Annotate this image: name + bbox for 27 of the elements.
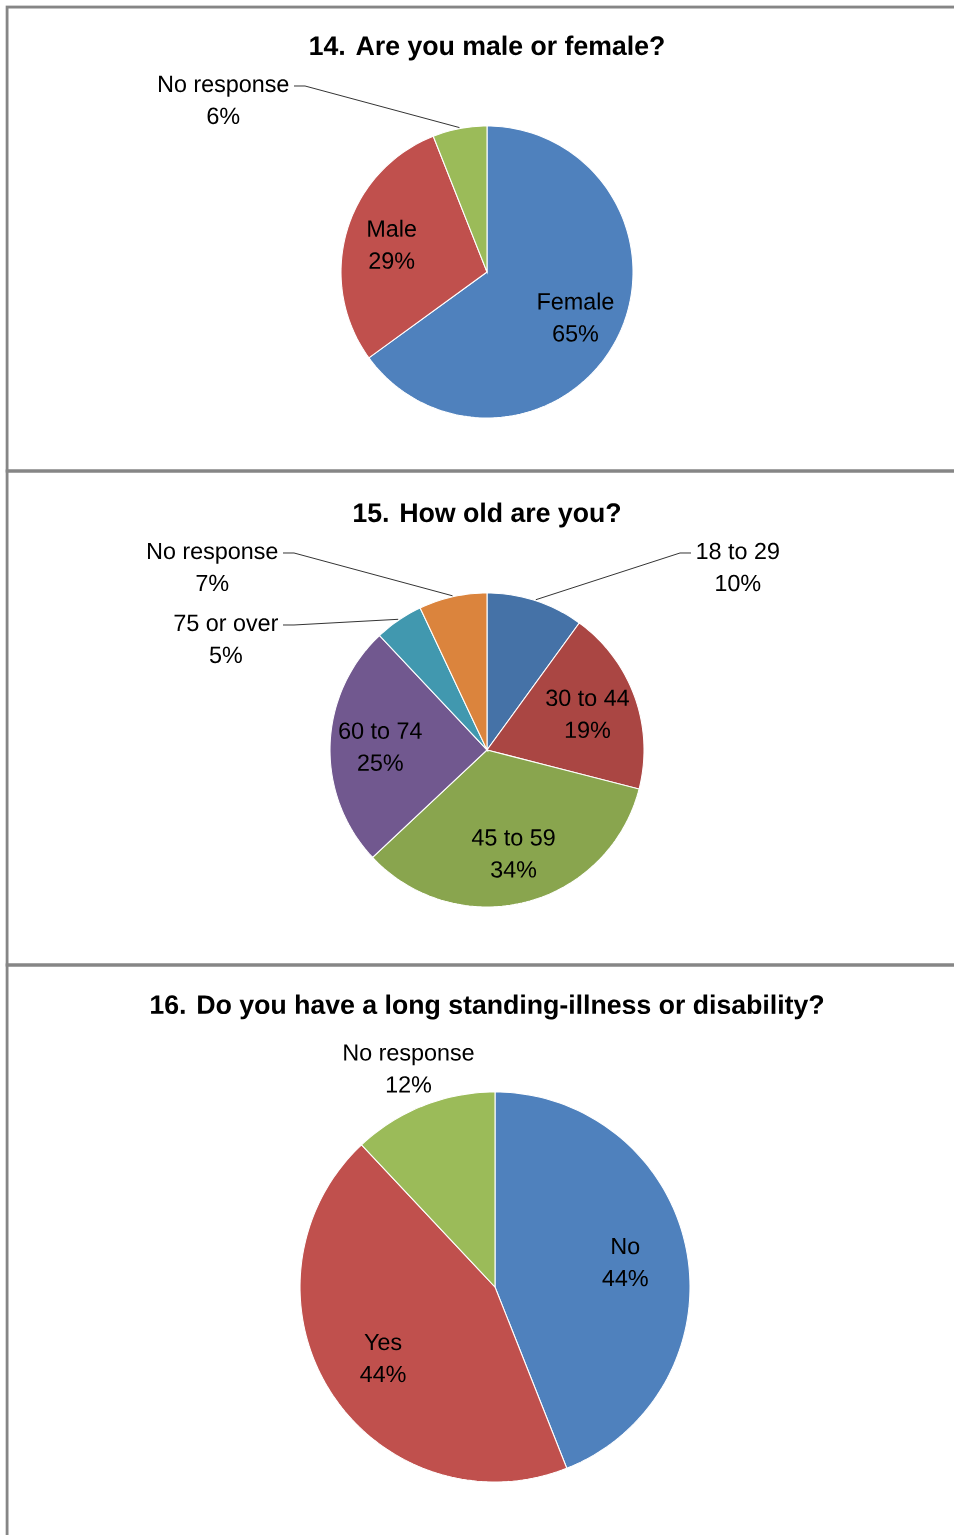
data-label: 5%	[209, 646, 242, 664]
data-label: 6%	[207, 107, 240, 125]
data-label: 25%	[358, 754, 403, 771]
slice-label: Male	[368, 219, 416, 237]
slice-label: No	[612, 1238, 640, 1255]
slice-label: Female	[538, 292, 614, 310]
data-label: 12%	[386, 1076, 432, 1093]
data-label: 10%	[716, 574, 761, 592]
data-label: 7%	[196, 574, 229, 592]
slice-label: 45 to 59	[471, 829, 555, 846]
slice-label: 30 to 44	[546, 689, 629, 707]
data-label: 34%	[491, 861, 537, 878]
slice-label: 75 or over	[174, 614, 278, 632]
slice-label: 60 to 74	[339, 722, 422, 739]
data-label: 19%	[565, 721, 610, 739]
data-label: 29%	[369, 252, 415, 269]
slice-label: No response	[344, 1044, 474, 1066]
data-label: 44%	[360, 1365, 406, 1383]
chart-title: 15. How old are you?	[354, 502, 621, 528]
chart-title: 14. Are you male or female?	[310, 35, 664, 61]
data-label: 65%	[553, 325, 598, 342]
chart-title: 16. Do you have a long standing-illness or disability?	[151, 994, 824, 1020]
data-label: 44%	[602, 1269, 648, 1287]
slice-label: 18 to 29	[697, 542, 779, 560]
slice-label: No response	[159, 75, 289, 97]
slice-label: No response	[148, 542, 278, 564]
slice-label: Yes	[364, 1333, 402, 1351]
